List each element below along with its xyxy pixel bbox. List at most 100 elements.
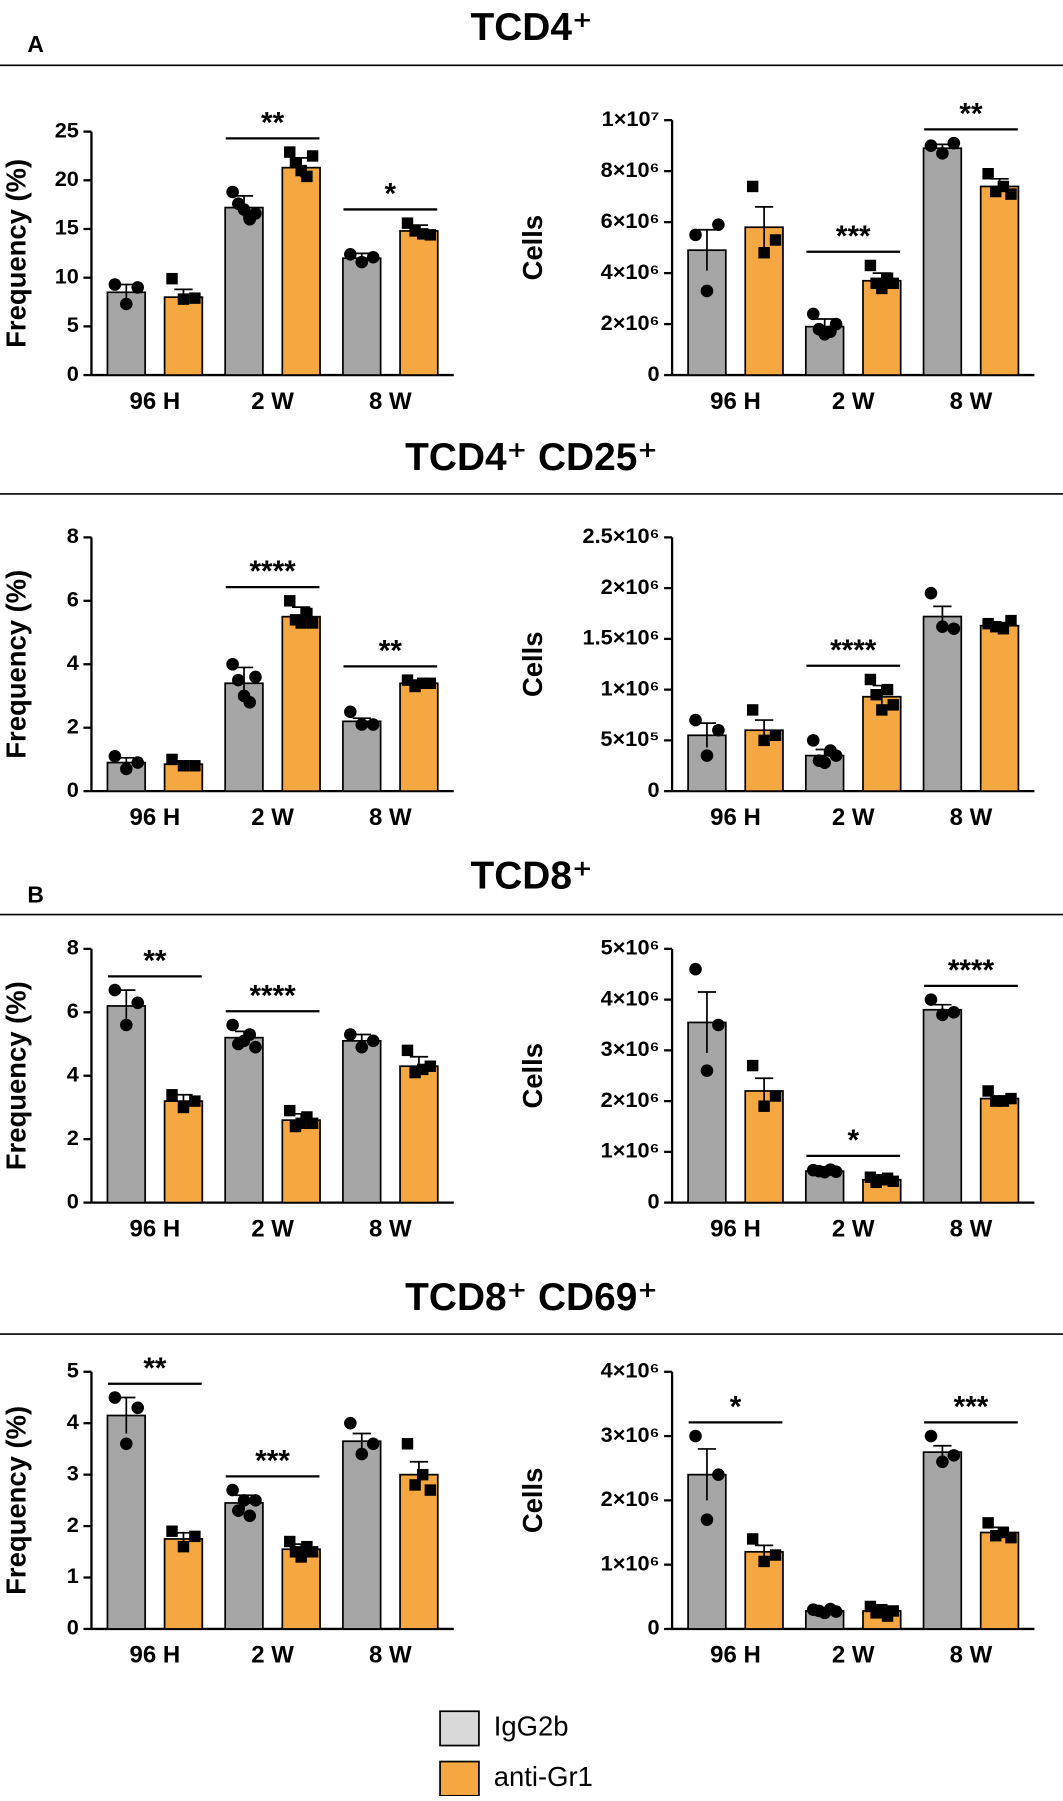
x-tick-label: 96 H — [130, 388, 181, 415]
y-tick-label: 4×10⁶ — [601, 259, 660, 284]
data-point — [424, 1484, 437, 1496]
bar — [106, 1005, 147, 1204]
significance-label: ** — [143, 945, 167, 978]
data-point — [758, 247, 770, 259]
y-axis-label: Frequency (%) — [1, 570, 32, 759]
data-point — [355, 718, 369, 731]
legend-swatch — [439, 1710, 480, 1747]
x-tick-label: 2 W — [832, 1642, 875, 1669]
data-point — [990, 620, 1002, 633]
data-point — [876, 704, 888, 716]
data-point — [700, 1064, 714, 1077]
y-axis-label: Cells — [517, 1043, 548, 1109]
data-point — [289, 1546, 302, 1558]
y-tick-label: 5×10⁶ — [601, 935, 660, 960]
bar — [342, 1440, 382, 1630]
data-point — [700, 749, 714, 762]
data-point — [355, 1447, 369, 1461]
y-tick-label: 20 — [55, 166, 79, 191]
data-point — [232, 1504, 245, 1517]
data-point — [1005, 614, 1017, 627]
data-point — [806, 307, 820, 321]
significance-label: **** — [830, 634, 877, 667]
y-tick-label: 1 — [67, 1563, 79, 1588]
data-point — [769, 729, 782, 742]
data-point — [189, 1530, 201, 1543]
data-point — [947, 136, 961, 150]
x-tick-label: 2 W — [251, 804, 294, 831]
data-point — [936, 1455, 949, 1469]
data-point — [689, 1429, 702, 1443]
bar — [163, 296, 204, 376]
y-tick-label: 1×10⁶ — [601, 675, 660, 700]
data-point — [758, 1555, 770, 1568]
data-point — [344, 1028, 357, 1041]
bar — [342, 1039, 382, 1204]
data-point — [769, 1549, 782, 1561]
data-point — [249, 1494, 262, 1507]
data-point — [189, 1095, 201, 1107]
data-point — [982, 1085, 994, 1097]
data-point — [177, 1101, 190, 1114]
significance-label: ** — [959, 98, 983, 131]
bar — [281, 166, 321, 376]
bar — [224, 1502, 264, 1630]
y-tick-label: 2×10⁶ — [601, 1087, 660, 1112]
data-point — [131, 1401, 145, 1415]
data-point — [887, 699, 899, 711]
data-point — [226, 657, 239, 671]
y-tick-label: 10 — [55, 263, 79, 288]
data-point — [424, 229, 437, 241]
data-point — [990, 185, 1002, 198]
data-point — [712, 218, 725, 231]
data-point — [401, 1438, 414, 1450]
bar — [399, 682, 439, 792]
data-point — [108, 278, 122, 291]
bar — [399, 1473, 439, 1630]
x-tick-label: 8 W — [369, 388, 412, 415]
data-point — [829, 1165, 843, 1178]
data-point — [982, 617, 994, 630]
data-point — [997, 1095, 1010, 1107]
y-tick-label: 5×10⁵ — [600, 726, 659, 751]
bar — [922, 147, 963, 376]
data-point — [344, 705, 357, 719]
y-axis-label: Cells — [517, 215, 548, 281]
data-point — [1005, 188, 1017, 200]
data-point — [829, 749, 843, 762]
data-point — [712, 723, 725, 737]
bar — [979, 1097, 1020, 1204]
data-point — [355, 1040, 369, 1054]
data-point — [409, 1066, 421, 1079]
data-point — [982, 1517, 994, 1529]
data-point — [226, 185, 239, 199]
data-point — [289, 614, 302, 626]
y-axis-label: Frequency (%) — [1, 159, 32, 348]
data-point — [120, 762, 133, 776]
x-tick-label: 2 W — [251, 1215, 294, 1242]
y-tick-label: 0 — [647, 777, 659, 802]
data-point — [355, 255, 369, 269]
data-point — [108, 749, 122, 763]
data-point — [131, 996, 145, 1010]
error-bar — [754, 1077, 774, 1104]
y-tick-label: 2 — [67, 1512, 79, 1537]
data-point — [818, 756, 831, 769]
legend-label: IgG2b — [494, 1711, 569, 1742]
section-title: TCD4⁺ — [471, 6, 593, 49]
data-point — [424, 677, 437, 690]
data-point — [306, 617, 319, 629]
data-point — [284, 1104, 296, 1117]
data-point — [249, 1040, 262, 1054]
panel-label: B — [27, 881, 44, 907]
data-point — [997, 623, 1010, 635]
y-tick-label: 3×10⁶ — [601, 1422, 660, 1447]
section-title: TCD4⁺ CD25⁺ — [405, 436, 658, 479]
bar — [163, 1538, 204, 1630]
y-tick-label: 4 — [67, 1409, 79, 1434]
bar — [342, 720, 382, 792]
y-tick-label: 2 — [67, 1125, 79, 1150]
data-point — [344, 1416, 357, 1430]
data-point — [936, 620, 949, 633]
